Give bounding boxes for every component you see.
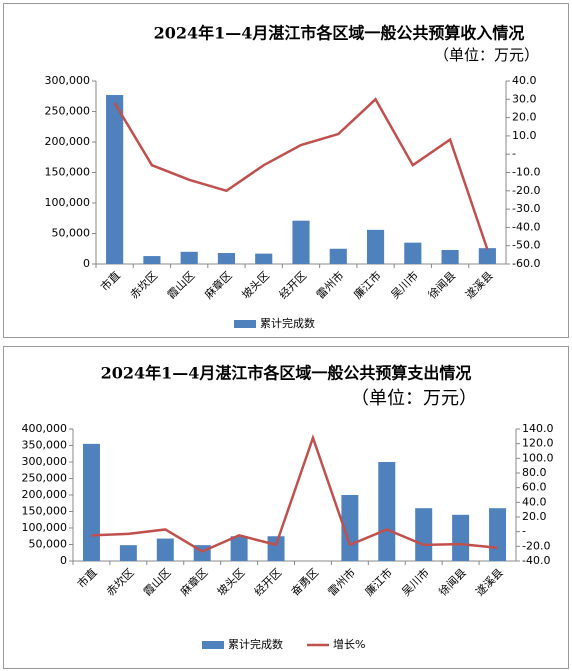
y-tick-label: 250,000 — [22, 472, 68, 485]
y2-tick-label: 40.0 — [522, 495, 547, 508]
bar — [106, 95, 124, 264]
y2-tick-label: -20.0 — [512, 184, 540, 197]
legend-swatch — [202, 641, 224, 649]
bar — [341, 495, 359, 561]
chart-title: 2024年1—4月湛江市各区域一般公共预算支出情况 — [101, 364, 472, 383]
x-tick-label: 廉江市 — [362, 565, 395, 598]
y-tick-label: 50,000 — [29, 538, 68, 551]
legend-label: 累计完成数 — [228, 637, 283, 651]
x-tick-label: 赤坎区 — [128, 269, 161, 302]
chart: 2024年1—4月湛江市各区域一般公共预算收入情况 （单位：万元） 0 50,000 1… — [3, 3, 569, 338]
x-tick-label: 经开区 — [277, 269, 310, 302]
chart: 2024年1—4月湛江市各区域一般公共预算支出情况 （单位：万元） 0 50,000 1… — [3, 346, 569, 669]
y2-tick-label: -40.0 — [512, 220, 540, 233]
chart-subtitle: （单位：万元） — [434, 46, 539, 64]
y2-tick-label: 10.0 — [512, 129, 537, 142]
x-tick-label: 霞山区 — [141, 566, 174, 599]
y2-tick-label: 20.0 — [512, 111, 537, 124]
bar — [452, 514, 470, 561]
x-tick-label: 麻章区 — [177, 565, 210, 598]
y2-tick-label: 30.0 — [512, 92, 537, 105]
x-tick-label: 赤坎区 — [104, 566, 137, 599]
y-tick-label: 100,000 — [22, 521, 68, 534]
x-tick-label: 奋勇区 — [288, 565, 321, 598]
y-tick-label: 400,000 — [22, 422, 68, 435]
line — [91, 433, 498, 553]
y2-tick-label: -30.0 — [512, 202, 540, 215]
bar — [441, 249, 459, 264]
line — [113, 97, 489, 250]
y2-tick-label: -50.0 — [512, 239, 540, 252]
y-tick-label: 300,000 — [45, 74, 91, 87]
y2-tick-label: -40.0 — [522, 554, 550, 567]
legend-label: 累计完成数 — [260, 316, 315, 330]
bar — [267, 536, 285, 561]
bar — [329, 248, 347, 264]
bar — [119, 545, 137, 561]
x-tick-label: 遂溪县 — [473, 565, 506, 598]
bar — [489, 508, 507, 561]
legend-swatch — [234, 320, 256, 328]
x-tick-label: 雷州市 — [325, 565, 358, 598]
bar — [82, 443, 100, 561]
bar — [415, 508, 433, 561]
y2-tick-label: 80.0 — [522, 466, 547, 479]
bar — [404, 242, 422, 264]
x-tick-label: 经开区 — [252, 566, 285, 599]
x-tick-label: 霞山区 — [165, 269, 198, 302]
y2-tick-label: 120.0 — [522, 437, 554, 450]
y2-tick-label: 40.0 — [512, 74, 537, 87]
y-tick-label: 300,000 — [22, 455, 68, 468]
y-tick-label: 200,000 — [45, 135, 91, 148]
y2-tick-label: -10.0 — [512, 166, 540, 179]
y-tick-label: 250,000 — [45, 105, 91, 118]
x-tick-label: 吴川市 — [388, 268, 421, 301]
bar — [143, 256, 161, 264]
x-tick-label: 遂溪县 — [462, 268, 495, 301]
y2-tick-label: - — [522, 525, 526, 538]
x-tick-label: 徐闻县 — [436, 565, 469, 598]
x-tick-label: 市直 — [74, 565, 99, 590]
y-tick-label: 50,000 — [52, 227, 91, 240]
y2-tick-label: -60.0 — [512, 257, 540, 270]
x-tick-label: 市直 — [97, 268, 122, 293]
y2-tick-label: 60.0 — [522, 481, 547, 494]
y2-tick-label: 20.0 — [522, 510, 547, 523]
bar — [292, 220, 310, 264]
chart-subtitle: （单位：万元） — [351, 388, 477, 409]
x-tick-label: 雷州市 — [313, 268, 346, 301]
bar — [366, 229, 385, 264]
x-tick-label: 坡头区 — [215, 566, 248, 599]
bar — [255, 253, 273, 264]
x-tick-label: 坡头区 — [239, 269, 272, 302]
y2-tick-label: 100.0 — [522, 451, 554, 464]
x-tick-label: 廉江市 — [351, 268, 384, 301]
x-tick-label: 麻章区 — [201, 268, 234, 301]
bar — [180, 251, 198, 264]
chart-title: 2024年1—4月湛江市各区域一般公共预算收入情况 — [154, 24, 525, 43]
bar — [478, 248, 496, 264]
bar — [378, 462, 396, 561]
y-tick-label: 150,000 — [45, 166, 91, 179]
y-tick-label: 100,000 — [45, 196, 91, 209]
bar — [217, 253, 236, 264]
bar — [156, 538, 174, 561]
y2-tick-label: -20.0 — [522, 539, 550, 552]
y2-tick-label: - — [512, 147, 516, 160]
bar — [230, 536, 248, 561]
y-tick-label: 200,000 — [22, 488, 68, 501]
x-tick-label: 徐闻县 — [425, 268, 458, 301]
y-tick-label: 350,000 — [22, 439, 68, 452]
y-tick-label: 0 — [83, 257, 90, 270]
y-tick-label: 0 — [60, 554, 67, 567]
x-tick-label: 吴川市 — [399, 565, 432, 598]
y2-tick-label: 140.0 — [522, 422, 554, 435]
y-tick-label: 150,000 — [22, 505, 68, 518]
legend-label: 增长% — [333, 637, 365, 651]
